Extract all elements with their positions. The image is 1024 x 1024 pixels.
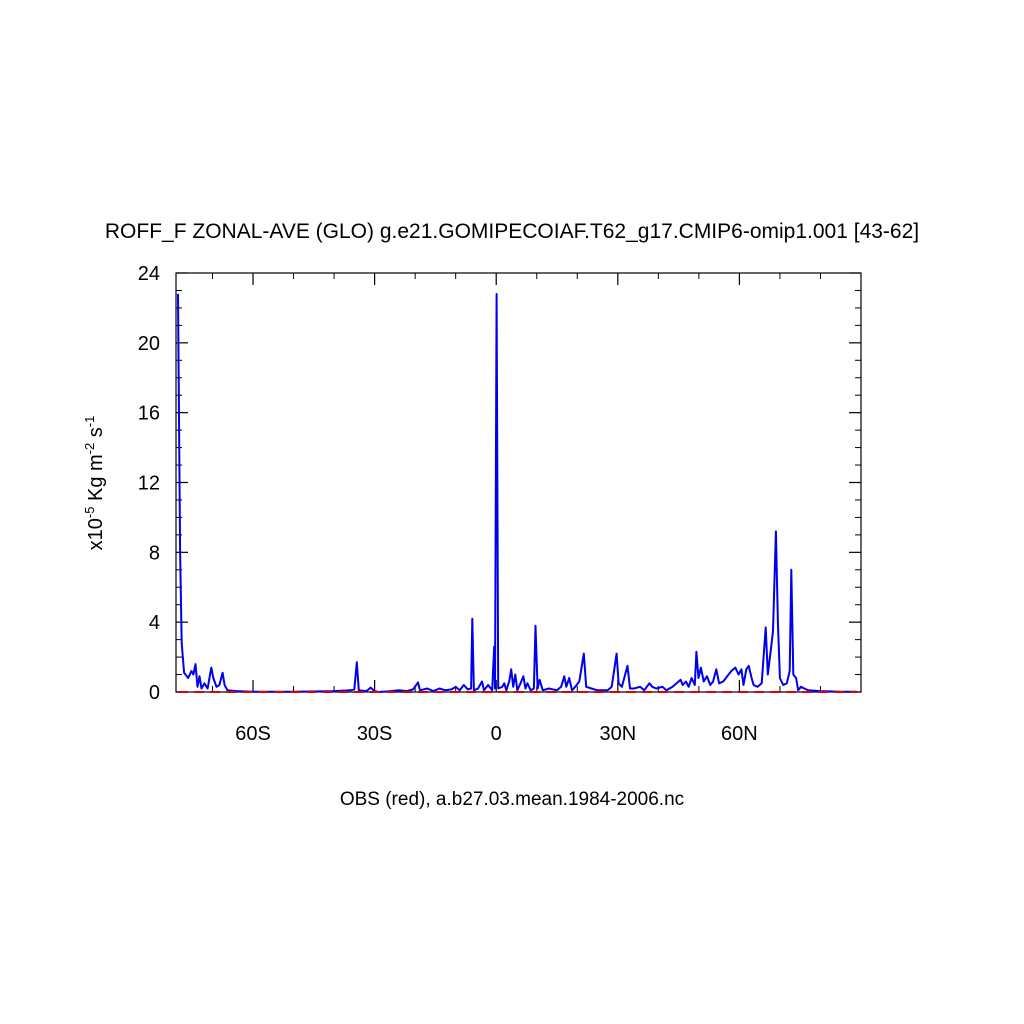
x-tick-label: 30S	[357, 723, 393, 745]
x-tick-label: 60S	[235, 723, 271, 745]
chart-title: ROFF_F ZONAL-AVE (GLO) g.e21.GOMIPECOIAF…	[105, 220, 919, 243]
y-axis-label-unit-s: s	[85, 427, 107, 443]
y-axis-label: x10-5 Kg m-2 s-1	[82, 416, 107, 551]
y-tick-label: 0	[149, 682, 160, 704]
y-tick-label: 8	[149, 542, 160, 564]
plot-area: 0 4 8 12 16 20 24 60S 30S 0 30N 60N	[138, 263, 862, 745]
y-tick-label: 24	[138, 263, 160, 285]
y-tick-label: 12	[138, 473, 160, 495]
series-line-model	[177, 292, 857, 693]
x-tick-label: 60N	[721, 723, 758, 745]
plot-frame	[175, 272, 862, 693]
y-axis-label-exp2: -2	[82, 443, 97, 455]
x-tick-label: 0	[491, 723, 502, 745]
y-tick-label: 20	[138, 333, 160, 355]
chart-footer: OBS (red), a.b27.03.mean.1984-2006.nc	[340, 789, 684, 810]
x-tick-label: 30N	[599, 723, 636, 745]
y-tick-label: 4	[149, 612, 160, 634]
y-axis-label-prefix: x10	[85, 518, 107, 550]
y-axis-label-exp3: -1	[82, 416, 97, 428]
y-tick-label: 16	[138, 403, 160, 425]
y-axis-label-exp1: -5	[82, 507, 97, 519]
y-axis-label-unit-kg-m: Kg m	[85, 454, 107, 506]
